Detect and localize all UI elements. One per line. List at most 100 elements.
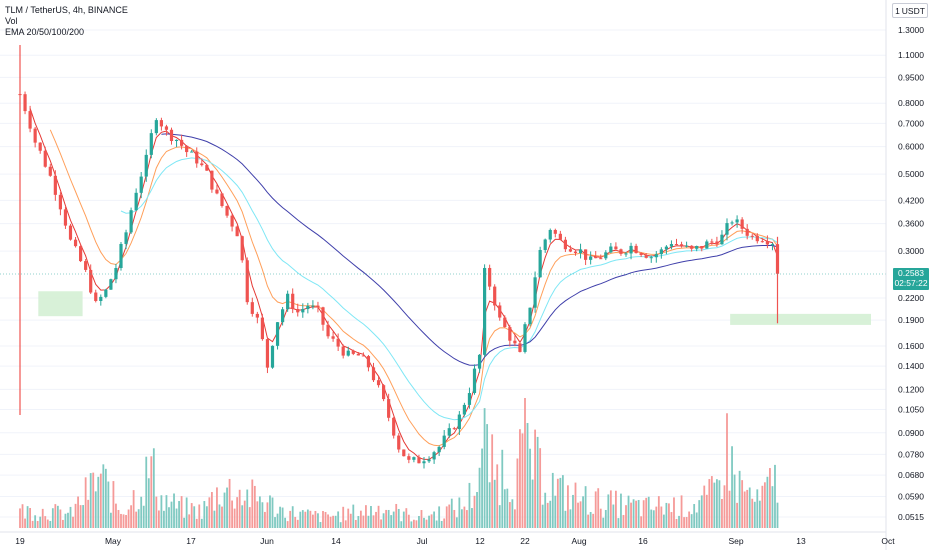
ema-indicator-label[interactable]: EMA 20/50/100/200: [5, 27, 85, 37]
volume-bar: [178, 501, 180, 528]
volume-bar: [503, 489, 506, 528]
volume-bar: [291, 506, 294, 528]
candle-body: [144, 154, 148, 177]
volume-bar: [185, 497, 188, 528]
currency-selector[interactable]: 1 USDT: [892, 3, 928, 18]
volume-bar: [299, 511, 302, 528]
volume-bar: [67, 512, 69, 528]
candle-body: [387, 399, 391, 418]
volume-bar: [213, 510, 216, 528]
candle-body: [366, 356, 371, 368]
volume-bar: [246, 489, 249, 528]
volume-bar: [183, 517, 186, 528]
volume-bar: [758, 500, 761, 528]
volume-bar: [132, 490, 135, 528]
volume-bar: [198, 504, 201, 528]
volume-bar: [385, 509, 388, 528]
volume-bar: [607, 494, 610, 528]
candle-body: [235, 226, 239, 237]
volume-bar: [261, 502, 264, 528]
time-axis[interactable]: 19 May 17 Jun 14 Jul 12 22 Aug 16 Sep 13 Oct: [0, 531, 895, 546]
candle-body: [326, 324, 330, 337]
price-axis[interactable]: 1.3000 1.1000 0.9500 0.8000 0.7000 0.6000 0.50…: [885, 0, 924, 550]
price-tick-label: 0.3600: [898, 219, 924, 229]
volume-bar: [72, 516, 74, 528]
volume-bar: [458, 497, 461, 528]
volume-bar: [488, 482, 491, 528]
price-tick-label: 1.1000: [898, 50, 924, 60]
volume-bar: [41, 508, 44, 528]
candle-body: [296, 309, 300, 313]
volume-bar: [678, 515, 680, 528]
candle-body: [614, 246, 618, 250]
volume-bar: [716, 479, 718, 528]
volume-bar: [372, 515, 375, 528]
volume-bar: [238, 489, 241, 528]
volume-bar: [589, 512, 592, 528]
volume-bar: [662, 514, 665, 528]
volume-bar: [763, 482, 766, 528]
candle-body: [568, 249, 573, 252]
time-tick-label: Oct: [881, 536, 895, 546]
volume-bar: [120, 513, 122, 528]
candle-body: [275, 322, 280, 346]
volume-bar: [685, 517, 688, 528]
volume-bar: [365, 505, 367, 528]
volume-bar: [59, 509, 62, 528]
candle-body: [765, 241, 769, 245]
volume-bar: [243, 500, 246, 528]
volume-bar: [511, 499, 514, 528]
volume-bar: [723, 485, 726, 528]
volume-bar: [428, 515, 430, 528]
candle-body: [250, 302, 254, 314]
candle-layer: [18, 45, 780, 469]
volume-bar: [296, 519, 299, 528]
volume-bar: [337, 511, 340, 528]
volume-bar: [637, 499, 640, 528]
candle-body: [124, 232, 128, 244]
volume-bar: [137, 509, 140, 528]
candle-body: [695, 246, 699, 249]
volume-bar: [753, 501, 756, 528]
volume-bar: [473, 495, 476, 528]
ema-layer: [29, 108, 778, 460]
candle-body: [402, 449, 406, 457]
volume-bar: [410, 521, 413, 528]
candle-body: [690, 245, 694, 249]
candle-body: [73, 239, 78, 247]
candle-body: [23, 94, 27, 112]
volume-bar: [46, 519, 49, 528]
candle-body: [740, 219, 744, 229]
volume-bar: [554, 495, 557, 528]
volume-bar: [413, 519, 415, 528]
volume-bar: [94, 491, 97, 528]
candle-body: [200, 163, 204, 166]
time-tick-label: 14: [331, 536, 341, 546]
volume-indicator-label[interactable]: Vol: [5, 16, 18, 26]
volume-bar: [233, 508, 236, 528]
currency-qty: 1: [895, 5, 900, 16]
volume-bar: [36, 520, 39, 528]
support-zone: [730, 313, 871, 325]
volume-bar: [703, 485, 706, 528]
symbol-title[interactable]: TLM / TetherUS, 4h, BINANCE: [5, 5, 128, 15]
candle-body: [472, 368, 477, 394]
volume-bar: [738, 470, 741, 528]
volume-bar: [597, 488, 600, 528]
candle-body: [371, 367, 376, 381]
volume-bar: [44, 516, 47, 528]
volume-bar: [89, 473, 92, 528]
volume-bar: [440, 520, 443, 528]
volume-bar: [569, 509, 572, 528]
time-tick-label: Jul: [417, 536, 428, 546]
candle-body: [33, 128, 37, 143]
price-tick-label: 0.0515: [898, 512, 924, 522]
candle-body: [685, 245, 689, 247]
volume-bar: [435, 520, 438, 528]
volume-bar: [524, 398, 526, 528]
candle-body: [483, 267, 487, 355]
volume-bar: [733, 474, 736, 528]
price-tick-label: 0.0900: [898, 428, 924, 438]
volume-bar: [546, 502, 549, 528]
